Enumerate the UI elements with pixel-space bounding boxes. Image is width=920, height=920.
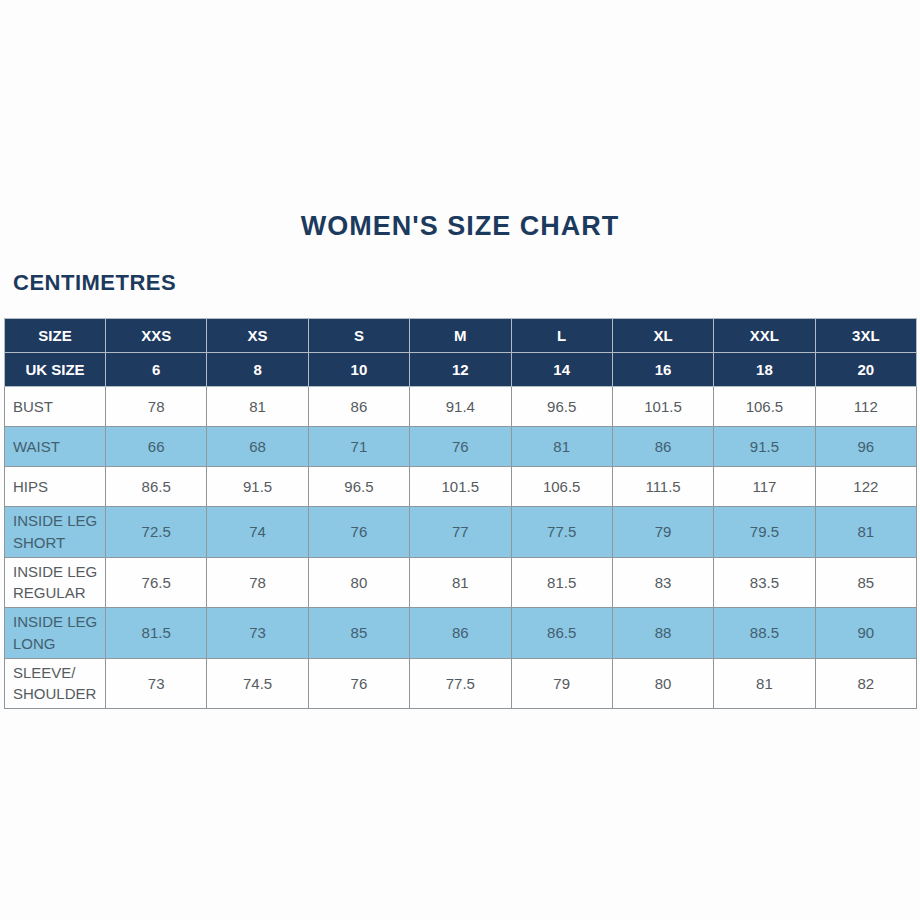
measurement-value: 79: [511, 658, 612, 709]
measurement-value: 86: [612, 427, 713, 467]
measurement-value: 76: [410, 427, 511, 467]
uk-size-cell: 6: [106, 353, 207, 387]
measurement-value: 122: [815, 467, 916, 507]
measurement-value: 81: [207, 387, 308, 427]
measurement-value: 78: [207, 557, 308, 608]
size-chart-table: SIZE XXSXSSMLXLXXL3XL UK SIZE 6810121416…: [4, 318, 917, 709]
measurement-value: 72.5: [106, 507, 207, 558]
measurement-value: 74: [207, 507, 308, 558]
size-chart-page: WOMEN'S SIZE CHART CENTIMETRES SIZE XXSX…: [0, 0, 920, 920]
measurement-label: SLEEVE/ SHOULDER: [5, 658, 106, 709]
measurement-value: 81: [714, 658, 815, 709]
measurement-value: 79.5: [714, 507, 815, 558]
unit-label: CENTIMETRES: [13, 270, 920, 296]
measurement-value: 90: [815, 608, 916, 659]
uk-size-cell: 10: [308, 353, 409, 387]
uk-size-header-row: UK SIZE 68101214161820: [5, 353, 917, 387]
size-col-header: XS: [207, 319, 308, 353]
uk-size-cell: 20: [815, 353, 916, 387]
uk-size-cell: 12: [410, 353, 511, 387]
measurement-value: 112: [815, 387, 916, 427]
measurement-value: 83.5: [714, 557, 815, 608]
page-title: WOMEN'S SIZE CHART: [0, 211, 920, 242]
measurement-value: 79: [612, 507, 713, 558]
measurement-value: 78: [106, 387, 207, 427]
measurement-value: 82: [815, 658, 916, 709]
uk-size-cell: 14: [511, 353, 612, 387]
measurement-value: 117: [714, 467, 815, 507]
size-col-header: L: [511, 319, 612, 353]
measurement-value: 76: [308, 507, 409, 558]
measurement-value: 86: [410, 608, 511, 659]
uk-size-label: UK SIZE: [5, 353, 106, 387]
uk-size-cell: 18: [714, 353, 815, 387]
measurement-value: 73: [106, 658, 207, 709]
measurement-value: 101.5: [410, 467, 511, 507]
measurement-row: WAIST66687176818691.596: [5, 427, 917, 467]
measurement-value: 106.5: [511, 467, 612, 507]
measurement-value: 101.5: [612, 387, 713, 427]
measurement-value: 96.5: [308, 467, 409, 507]
measurement-value: 73: [207, 608, 308, 659]
size-col-header: XXL: [714, 319, 815, 353]
measurement-value: 91.5: [207, 467, 308, 507]
uk-size-cell: 16: [612, 353, 713, 387]
measurement-value: 74.5: [207, 658, 308, 709]
measurement-value: 96: [815, 427, 916, 467]
measurement-value: 81.5: [511, 557, 612, 608]
size-table-head: SIZE XXSXSSMLXLXXL3XL UK SIZE 6810121416…: [5, 319, 917, 387]
measurement-value: 81: [410, 557, 511, 608]
measurement-label: WAIST: [5, 427, 106, 467]
measurement-value: 81: [511, 427, 612, 467]
measurement-value: 80: [612, 658, 713, 709]
size-col-header: 3XL: [815, 319, 916, 353]
measurement-value: 86.5: [511, 608, 612, 659]
measurement-value: 68: [207, 427, 308, 467]
measurement-row: HIPS86.591.596.5101.5106.5111.5117122: [5, 467, 917, 507]
measurement-row: INSIDE LEG REGULAR76.578808181.58383.585: [5, 557, 917, 608]
size-header-label: SIZE: [5, 319, 106, 353]
size-header-row: SIZE XXSXSSMLXLXXL3XL: [5, 319, 917, 353]
measurement-row: INSIDE LEG LONG81.573858686.58888.590: [5, 608, 917, 659]
size-col-header: XL: [612, 319, 713, 353]
size-col-header: S: [308, 319, 409, 353]
measurement-row: BUST78818691.496.5101.5106.5112: [5, 387, 917, 427]
measurement-value: 76: [308, 658, 409, 709]
measurement-value: 71: [308, 427, 409, 467]
size-col-header: M: [410, 319, 511, 353]
measurement-label: INSIDE LEG SHORT: [5, 507, 106, 558]
measurement-label: BUST: [5, 387, 106, 427]
size-table-body: BUST78818691.496.5101.5106.5112WAIST6668…: [5, 387, 917, 709]
measurement-value: 106.5: [714, 387, 815, 427]
measurement-value: 81: [815, 507, 916, 558]
measurement-value: 80: [308, 557, 409, 608]
measurement-value: 81.5: [106, 608, 207, 659]
uk-size-cell: 8: [207, 353, 308, 387]
measurement-value: 77.5: [410, 658, 511, 709]
measurement-value: 66: [106, 427, 207, 467]
measurement-value: 85: [815, 557, 916, 608]
measurement-value: 111.5: [612, 467, 713, 507]
measurement-value: 96.5: [511, 387, 612, 427]
size-col-header: XXS: [106, 319, 207, 353]
measurement-label: INSIDE LEG LONG: [5, 608, 106, 659]
measurement-value: 77: [410, 507, 511, 558]
measurement-value: 91.4: [410, 387, 511, 427]
measurement-value: 86.5: [106, 467, 207, 507]
measurement-value: 86: [308, 387, 409, 427]
measurement-value: 85: [308, 608, 409, 659]
measurement-value: 76.5: [106, 557, 207, 608]
measurement-value: 83: [612, 557, 713, 608]
measurement-row: INSIDE LEG SHORT72.574767777.57979.581: [5, 507, 917, 558]
measurement-value: 88.5: [714, 608, 815, 659]
measurement-value: 88: [612, 608, 713, 659]
measurement-label: INSIDE LEG REGULAR: [5, 557, 106, 608]
measurement-value: 91.5: [714, 427, 815, 467]
measurement-label: HIPS: [5, 467, 106, 507]
measurement-value: 77.5: [511, 507, 612, 558]
measurement-row: SLEEVE/ SHOULDER7374.57677.579808182: [5, 658, 917, 709]
